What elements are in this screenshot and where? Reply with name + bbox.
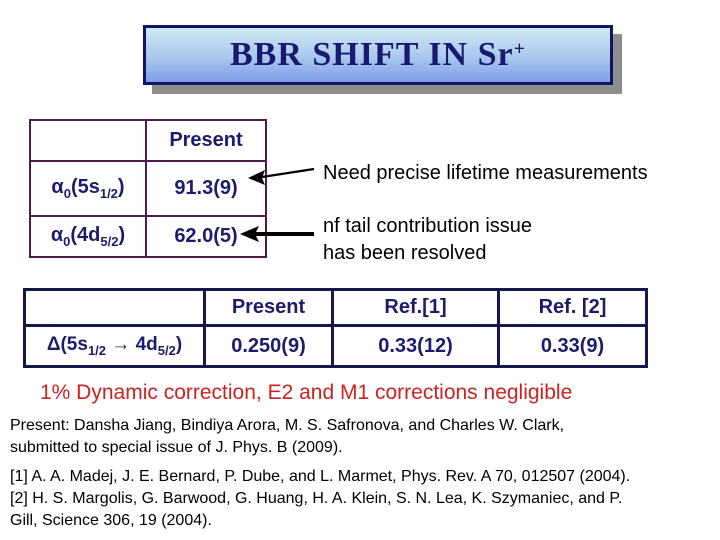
- dynamic-correction-note: 1% Dynamic correction, E2 and M1 correct…: [40, 381, 573, 404]
- table2-value-present: 0.250(9): [203, 324, 334, 368]
- annotation-lifetime: Need precise lifetime measurements: [323, 162, 648, 184]
- arrow-left-icon: [240, 226, 314, 242]
- citation-present: Present: Dansha Jiang, Bindiya Arora, M.…: [10, 417, 565, 456]
- table1-value-5s: 91.3(9): [145, 160, 267, 217]
- table1-header-empty: [29, 119, 147, 162]
- j-subscript: 5/2: [100, 234, 119, 249]
- paren-close: ): [175, 334, 183, 355]
- j-subscript: 5/2: [157, 343, 176, 358]
- table1-value-4d: 62.0(5): [145, 215, 267, 258]
- annotation-nf-tail: nf tail contribution issue has been reso…: [323, 215, 533, 264]
- table2-value-ref2: 0.33(9): [497, 324, 648, 368]
- table2-header-ref2: Ref. [2]: [497, 288, 648, 327]
- table1-header-present: Present: [145, 119, 267, 162]
- table2-header-present: Present: [203, 288, 334, 327]
- title-main: BBR SHIFT IN Sr: [229, 36, 514, 73]
- j-subscript: 1/2: [99, 186, 118, 201]
- alpha-symbol: α: [51, 176, 64, 198]
- polarizability-table: Present α0(5s1/2) 91.3(9) α0(4d5/2) 62.0…: [29, 119, 267, 258]
- state-label: (4d: [70, 224, 101, 246]
- state-label: (5s: [70, 176, 100, 198]
- j-subscript: 1/2: [87, 343, 107, 358]
- bbr-shift-table: Present Ref.[1] Ref. [2] Δ(5s1/2 → 4d5/2…: [23, 288, 648, 368]
- alpha-subscript: 0: [63, 186, 71, 201]
- table1-row-label-4d: α0(4d5/2): [29, 215, 147, 258]
- table2-header-empty: [23, 288, 206, 327]
- paren-close: ): [117, 176, 125, 198]
- paren-close: ): [118, 224, 126, 246]
- table1-row-label-5s: α0(5s1/2): [29, 160, 147, 217]
- table2-row-label-delta: Δ(5s1/2 → 4d5/2): [23, 324, 206, 368]
- table2-value-ref1: 0.33(12): [331, 324, 500, 368]
- transition-arrow: → 4d: [106, 334, 158, 355]
- alpha-subscript: 0: [63, 234, 71, 249]
- title-superscript: +: [513, 38, 527, 60]
- title-banner: BBR SHIFT IN Sr+: [143, 25, 613, 85]
- alpha-symbol: α: [50, 224, 64, 246]
- citation-references: [1] A. A. Madej, J. E. Bernard, P. Dube,…: [10, 468, 631, 529]
- page-title: BBR SHIFT IN Sr+: [230, 36, 526, 74]
- arrow-left-icon: [248, 167, 315, 185]
- table2-header-ref1: Ref.[1]: [331, 288, 500, 327]
- delta-label: Δ(5s: [46, 334, 88, 355]
